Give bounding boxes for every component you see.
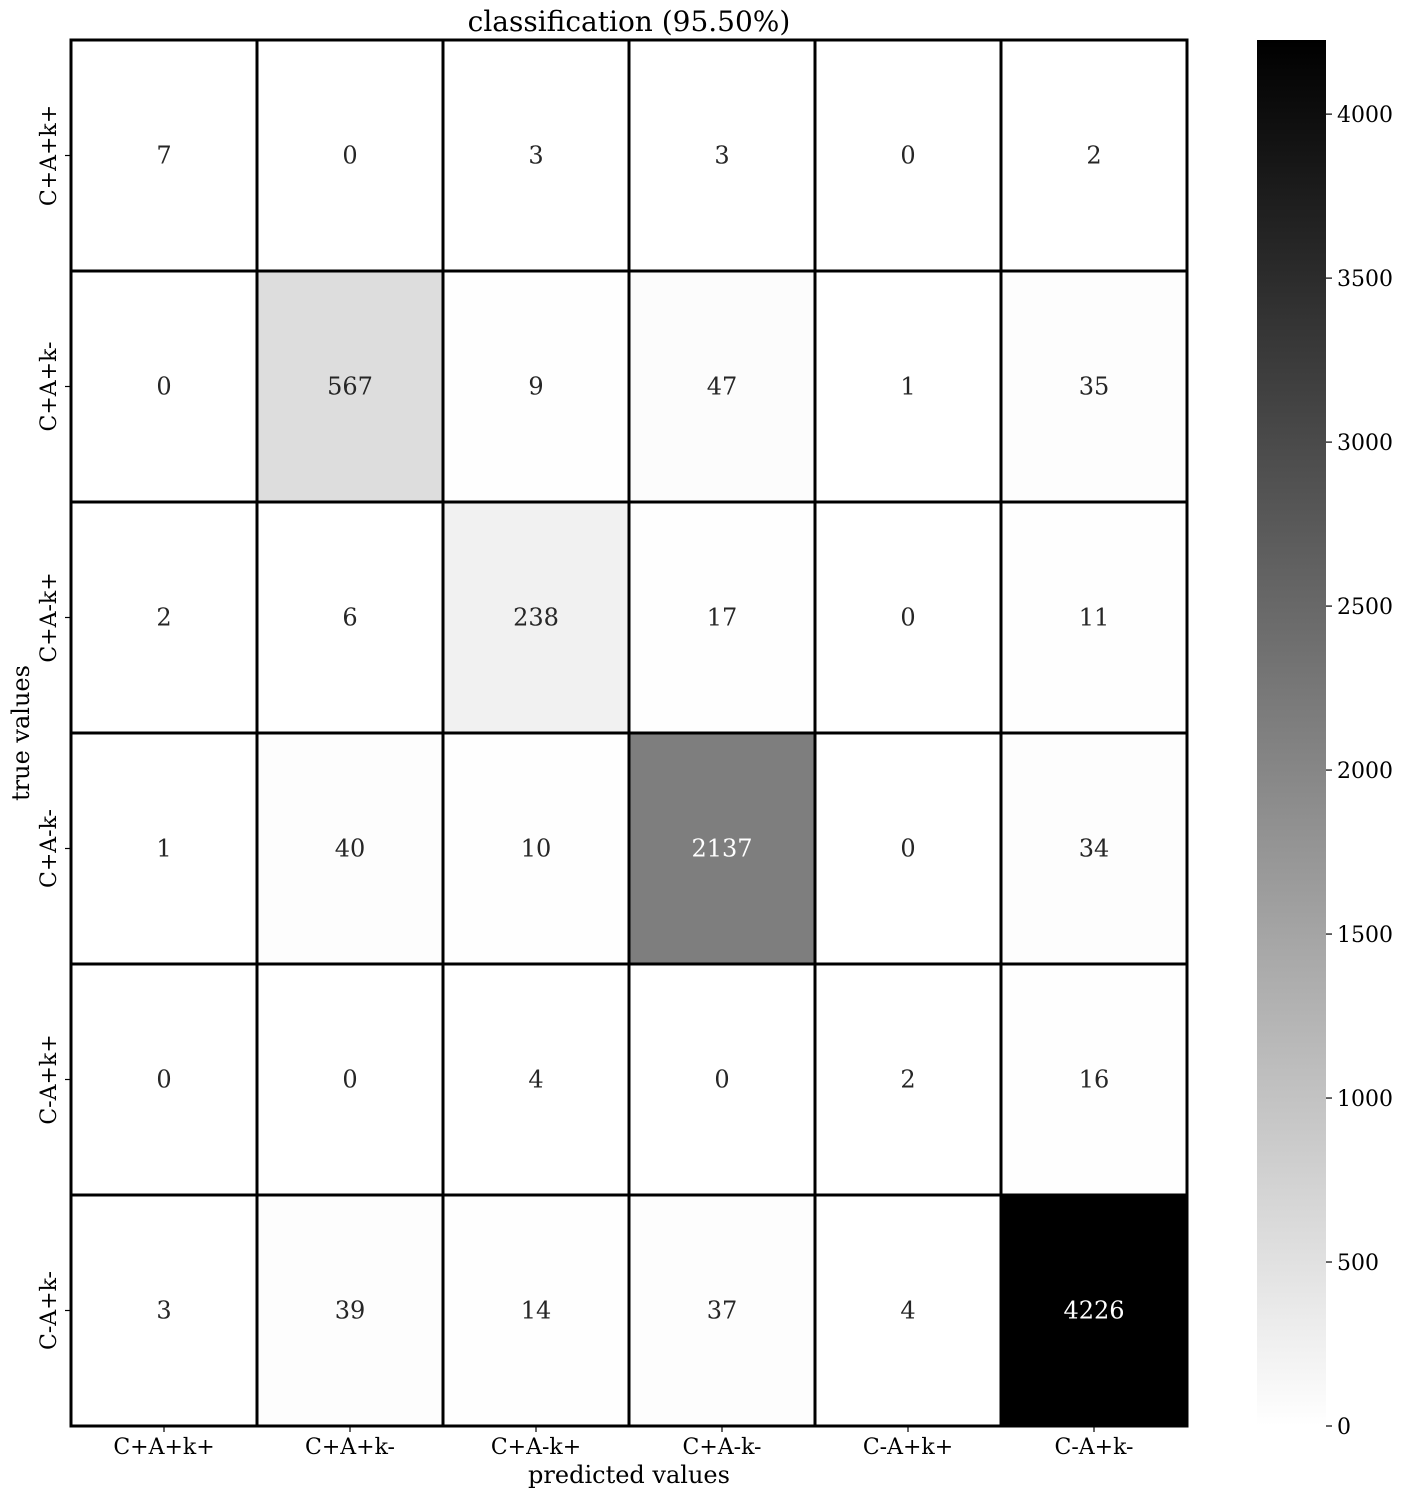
heatmap-cell — [627, 500, 817, 735]
cell-value-label: 9 — [528, 373, 543, 401]
cell-value-label: 238 — [513, 604, 559, 632]
heatmap-cell — [441, 731, 631, 966]
cell-value-label: 4226 — [1063, 1297, 1124, 1325]
cell-value-label: 7 — [156, 142, 171, 170]
colorbar-tick-label: 1000 — [1337, 1087, 1393, 1112]
heatmap-cell — [999, 38, 1189, 273]
cell-value-label: 2 — [1086, 142, 1101, 170]
y-axis-label: true values — [7, 665, 35, 801]
heatmap-cell — [999, 731, 1189, 966]
heatmap-cell — [999, 269, 1189, 504]
y-tick-label: C-A+k+ — [37, 1034, 62, 1124]
colorbar-tick-label: 2000 — [1337, 759, 1393, 784]
colorbar-tick-label: 4000 — [1337, 103, 1393, 128]
heatmap-cell — [441, 38, 631, 273]
cell-value-label: 0 — [900, 142, 915, 170]
colorbar-tick-label: 0 — [1337, 1415, 1351, 1440]
cell-value-label: 0 — [342, 142, 357, 170]
cell-value-label: 11 — [1079, 604, 1110, 632]
cell-value-label: 3 — [714, 142, 729, 170]
cell-value-label: 47 — [707, 373, 738, 401]
cell-value-label: 1 — [156, 835, 171, 863]
cell-value-label: 0 — [156, 1066, 171, 1094]
heatmap-cell — [255, 269, 445, 504]
heatmap-cell — [999, 500, 1189, 735]
cell-value-label: 2 — [900, 1066, 915, 1094]
cell-value-label: 2137 — [691, 835, 752, 863]
chart-title: classification (95.50%) — [468, 5, 791, 38]
cell-value-label: 6 — [342, 604, 357, 632]
cell-value-label: 16 — [1079, 1066, 1110, 1094]
cell-value-label: 35 — [1079, 373, 1110, 401]
heatmap-cell — [813, 731, 1003, 966]
heatmap-cell — [813, 962, 1003, 1197]
heatmap-cell — [69, 962, 259, 1197]
x-axis-label: predicted values — [528, 1461, 730, 1489]
cell-value-label: 14 — [521, 1297, 552, 1325]
heatmap-cell — [255, 38, 445, 273]
cell-value-label: 39 — [335, 1297, 366, 1325]
cell-annotations: 7 0 3 3 0 20 567 9 47 1 352 6 238 17 0 111 40 10 2137 0 340 0… — [156, 142, 1124, 1325]
colorbar-tick-label: 2500 — [1337, 595, 1393, 620]
x-tick-label: C+A+k+ — [113, 1435, 214, 1460]
y-tick-label: C+A+k+ — [37, 105, 62, 206]
colorbar-tick-label: 3500 — [1337, 267, 1393, 292]
y-tick-label: C+A-k+ — [37, 572, 62, 662]
heatmap-cell — [69, 731, 259, 966]
x-tick-label: C+A-k+ — [491, 1435, 581, 1460]
cell-value-label: 0 — [342, 1066, 357, 1094]
heatmap-cell — [441, 962, 631, 1197]
x-tick-label: C+A+k- — [305, 1435, 395, 1460]
cell-value-label: 37 — [707, 1297, 738, 1325]
heatmap-cell — [999, 962, 1189, 1197]
cell-value-label: 4 — [528, 1066, 543, 1094]
cell-value-label: 0 — [156, 373, 171, 401]
colorbar-tick-label: 500 — [1337, 1251, 1379, 1276]
y-tick-label: C-A+k- — [37, 1271, 62, 1350]
y-tick-label: C+A-k- — [37, 809, 62, 888]
colorbar-ticks: 0 500 1000 1500 2000 2500 3000 3500 4000 — [1326, 103, 1393, 1440]
heatmap-cell — [627, 962, 817, 1197]
cell-value-label: 0 — [714, 1066, 729, 1094]
cell-value-label: 1 — [900, 373, 915, 401]
heatmap-cell — [69, 1193, 259, 1428]
cell-value-label: 40 — [335, 835, 366, 863]
heatmap-cell — [627, 269, 817, 504]
heatmap-cell — [999, 1193, 1189, 1428]
heatmap-cell — [813, 500, 1003, 735]
cell-value-label: 0 — [900, 835, 915, 863]
y-tick-label: C+A+k- — [37, 342, 62, 432]
x-tick-label: C-A+k+ — [863, 1435, 953, 1460]
x-tick-label: C-A+k- — [1055, 1435, 1134, 1460]
heatmap-cell — [255, 731, 445, 966]
cell-value-label: 3 — [156, 1297, 171, 1325]
y-axis-ticks: C+A+k+ C+A+k- C+A-k+ C+A-k- C-A+k+ C-A+k- — [37, 105, 71, 1350]
cell-value-label: 17 — [707, 604, 738, 632]
cell-value-label: 10 — [521, 835, 552, 863]
heatmap-cell — [69, 38, 259, 273]
heatmap-cell — [255, 500, 445, 735]
colorbar — [1257, 40, 1326, 1426]
cell-value-label: 3 — [528, 142, 543, 170]
x-axis-ticks: C+A+k+ C+A+k- C+A-k+ C+A-k- C-A+k+ C-A+k- — [113, 1426, 1133, 1460]
x-tick-label: C+A-k- — [683, 1435, 762, 1460]
heatmap-cell — [627, 38, 817, 273]
cell-value-label: 0 — [900, 604, 915, 632]
cell-value-label: 2 — [156, 604, 171, 632]
cell-value-label: 567 — [327, 373, 373, 401]
cell-value-label: 34 — [1079, 835, 1110, 863]
heatmap-cells — [69, 38, 1189, 1428]
colorbar-tick-label: 1500 — [1337, 923, 1393, 948]
cell-value-label: 4 — [900, 1297, 915, 1325]
heatmap-cell — [627, 731, 817, 966]
colorbar-tick-label: 3000 — [1337, 431, 1393, 456]
